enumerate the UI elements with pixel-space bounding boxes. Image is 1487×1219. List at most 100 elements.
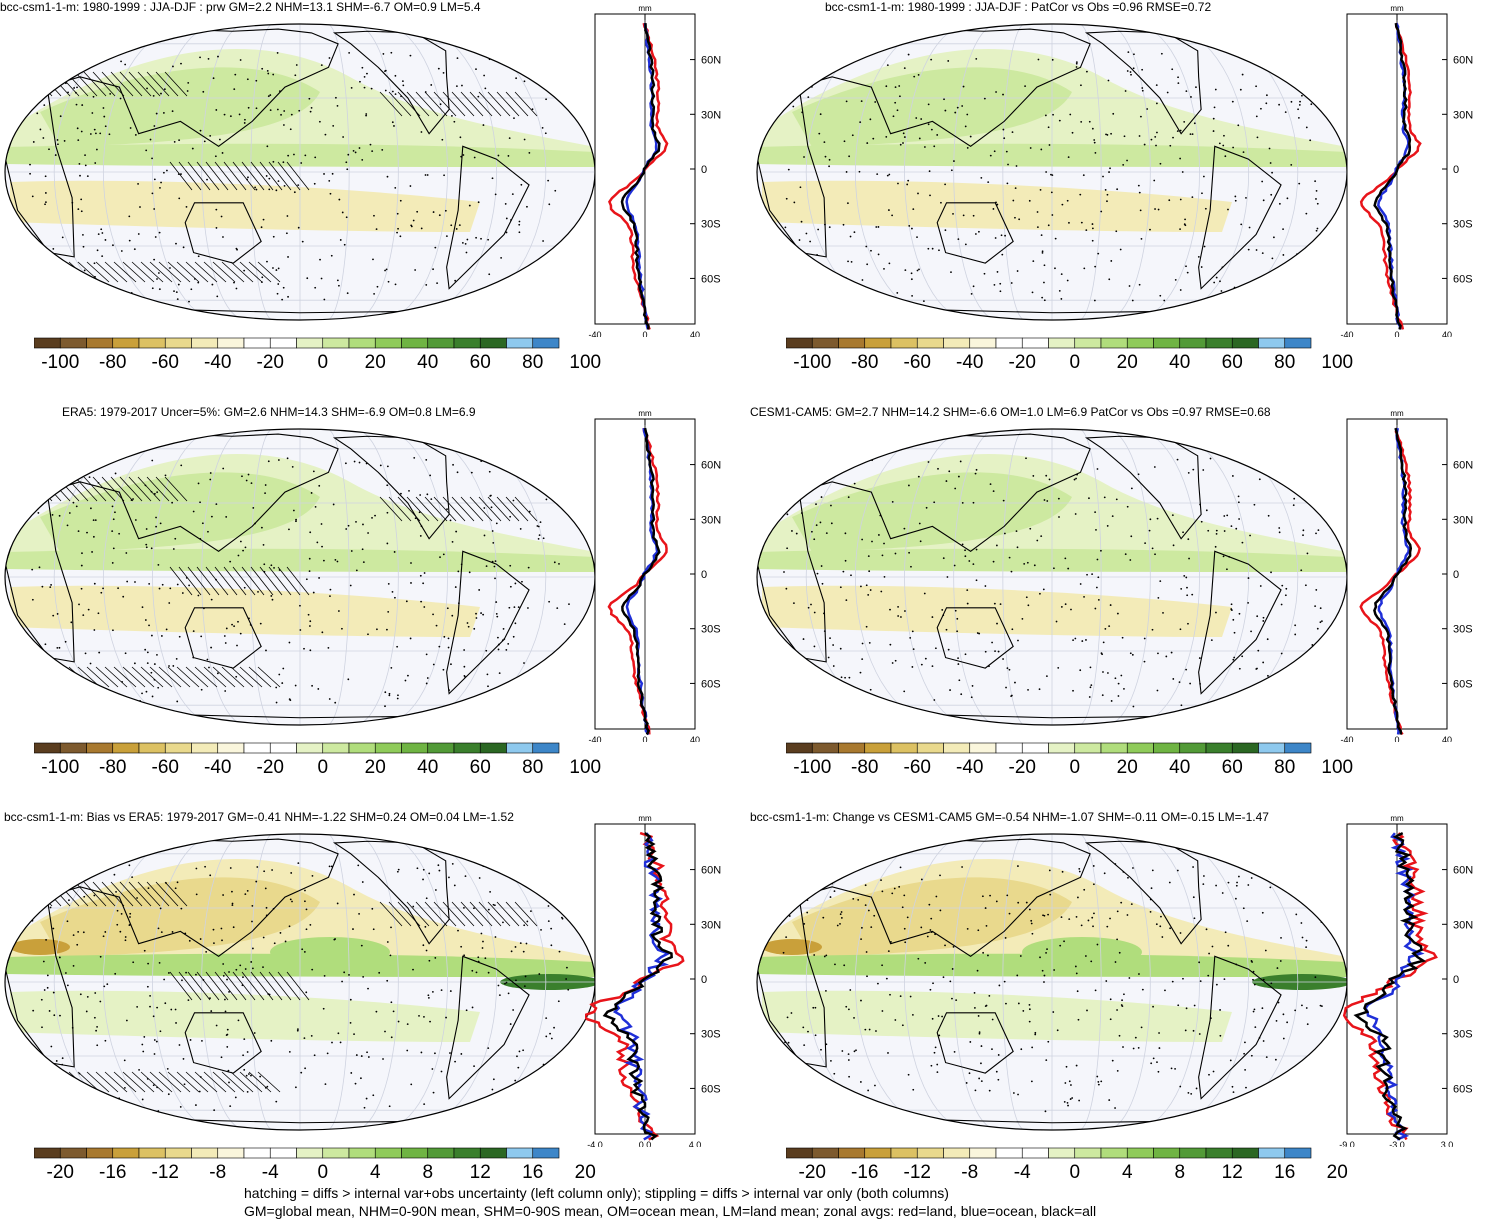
colorbar-swatch xyxy=(1179,337,1207,349)
coastline xyxy=(1198,955,1282,1100)
colorbar-swatch xyxy=(138,742,166,754)
coastline xyxy=(184,1012,262,1074)
colorbar-swatch xyxy=(1100,1147,1128,1159)
zonal-profile: mm -9.0 -3.0 3.0 60N 30N 0 30S 60S xyxy=(1339,814,1473,1147)
panel-p4: CESM1-CAM5: GM=2.7 NHM=14.2 SHM=-6.6 OM=… xyxy=(750,405,1487,805)
colorbar-label: 100 xyxy=(1321,757,1354,778)
profile-lat-label: 30S xyxy=(1453,624,1473,636)
colorbar xyxy=(786,337,1312,349)
colorbar-swatch xyxy=(1284,742,1312,754)
colorbar-label: -80 xyxy=(99,352,127,373)
graticule-lon xyxy=(201,429,246,725)
profile-xtick-label: 4.0 xyxy=(689,1140,702,1147)
colorbar-swatch xyxy=(786,337,813,349)
profile-lat-label: 0 xyxy=(701,164,707,176)
profile-lat-label: 30S xyxy=(701,219,721,231)
colorbar-swatch xyxy=(943,742,971,754)
profile-curve-land xyxy=(608,22,669,330)
colorbar-swatch xyxy=(34,1147,61,1159)
colorbar-swatch xyxy=(86,1147,114,1159)
graticule-lon xyxy=(1133,429,1200,725)
colorbar-label: 40 xyxy=(1169,352,1191,373)
colorbar xyxy=(786,1147,1312,1159)
coastline xyxy=(184,202,262,264)
world-map xyxy=(4,833,596,1131)
profile-curve-all xyxy=(620,23,661,330)
graticule-lon xyxy=(381,24,448,320)
colorbar-swatch xyxy=(296,337,324,349)
colorbar-label: -8 xyxy=(961,1162,979,1183)
colorbar-label: -40 xyxy=(204,757,232,778)
colorbar-label: 100 xyxy=(569,757,602,778)
colorbar-label: -20 xyxy=(46,1162,74,1183)
colorbar-swatch xyxy=(890,1147,918,1159)
colorbar-swatch xyxy=(86,337,114,349)
colorbar-swatch xyxy=(890,337,918,349)
profile-xtick-label: 40 xyxy=(1442,330,1452,337)
colorbar-swatch xyxy=(374,337,402,349)
world-map xyxy=(756,428,1348,726)
graticule-lon xyxy=(1106,429,1151,725)
world-map xyxy=(4,428,596,726)
profile-lat-label: 30N xyxy=(701,919,721,931)
colorbar-label: 100 xyxy=(569,352,602,373)
colorbar-swatch xyxy=(1258,337,1286,349)
graticule-lon xyxy=(953,429,998,725)
colorbar-label: 16 xyxy=(1274,1162,1296,1183)
zonal-profile: mm -40 0 40 60N 30N 0 30S 60S xyxy=(1340,4,1473,337)
dry-anomaly xyxy=(762,939,822,955)
colorbar xyxy=(34,742,560,754)
coastline xyxy=(757,86,827,258)
colorbar-label: 40 xyxy=(417,757,439,778)
colorbar-label: -60 xyxy=(151,352,179,373)
profile-xtick-label: -3.0 xyxy=(1389,1140,1405,1147)
colorbar-label: 20 xyxy=(1326,1162,1348,1183)
colorbar-swatch xyxy=(269,337,297,349)
colorbar-swatch xyxy=(1126,742,1154,754)
profile-lat-label: 0 xyxy=(1453,569,1459,581)
profile-lat-label: 60N xyxy=(701,460,721,472)
colorbar-swatch xyxy=(506,742,534,754)
colorbar-swatch xyxy=(269,742,297,754)
colorbar-swatch xyxy=(479,742,507,754)
colorbar-label: -80 xyxy=(851,757,879,778)
colorbar-swatch xyxy=(1153,742,1181,754)
graticule-lon xyxy=(201,834,246,1130)
hatching xyxy=(29,476,538,688)
colorbar-label: 80 xyxy=(522,757,544,778)
colorbar-label: -40 xyxy=(956,352,984,373)
coastline xyxy=(184,607,262,669)
graticule-lon xyxy=(250,834,274,1130)
colorbar-swatch xyxy=(1021,742,1049,754)
colorbar-swatch xyxy=(401,1147,429,1159)
coastline xyxy=(5,491,75,663)
nh-moist-core xyxy=(792,472,1072,552)
profile-lat-label: 60N xyxy=(701,865,721,877)
coastline xyxy=(757,491,827,663)
colorbar-swatch xyxy=(786,1147,813,1159)
graticule-lon xyxy=(381,429,448,725)
profile-curve-land xyxy=(1342,832,1438,1141)
profile-lat-label: 0 xyxy=(1453,974,1459,986)
graticule-lon xyxy=(354,429,399,725)
profile-lat-label: 60N xyxy=(1453,865,1473,877)
graticule-lon xyxy=(953,24,998,320)
colorbar-label: -20 xyxy=(1008,757,1036,778)
graticule-lon xyxy=(354,834,399,1130)
graticule-lon xyxy=(201,24,246,320)
profile-lat-label: 60N xyxy=(1453,55,1473,67)
colorbar-swatch xyxy=(1179,742,1207,754)
profile-xtick-label: 40 xyxy=(690,330,700,337)
colorbar-label: 20 xyxy=(364,352,386,373)
graticule-lon xyxy=(381,834,448,1130)
colorbar-label: 20 xyxy=(364,757,386,778)
footer-line-2: GM=global mean, NHM=0-90N mean, SHM=0-90… xyxy=(244,1203,1097,1219)
coastline xyxy=(5,896,75,1068)
colorbar-swatch xyxy=(969,1147,997,1159)
colorbar-swatch xyxy=(1048,1147,1076,1159)
colorbar-swatch xyxy=(59,742,87,754)
panel-p5: bcc-csm1-1-m: Bias vs ERA5: 1979-2017 GM… xyxy=(0,810,740,1210)
colorbar-label: -20 xyxy=(256,757,284,778)
profile-lat-label: 30N xyxy=(1453,514,1473,526)
colorbar-swatch xyxy=(59,1147,87,1159)
